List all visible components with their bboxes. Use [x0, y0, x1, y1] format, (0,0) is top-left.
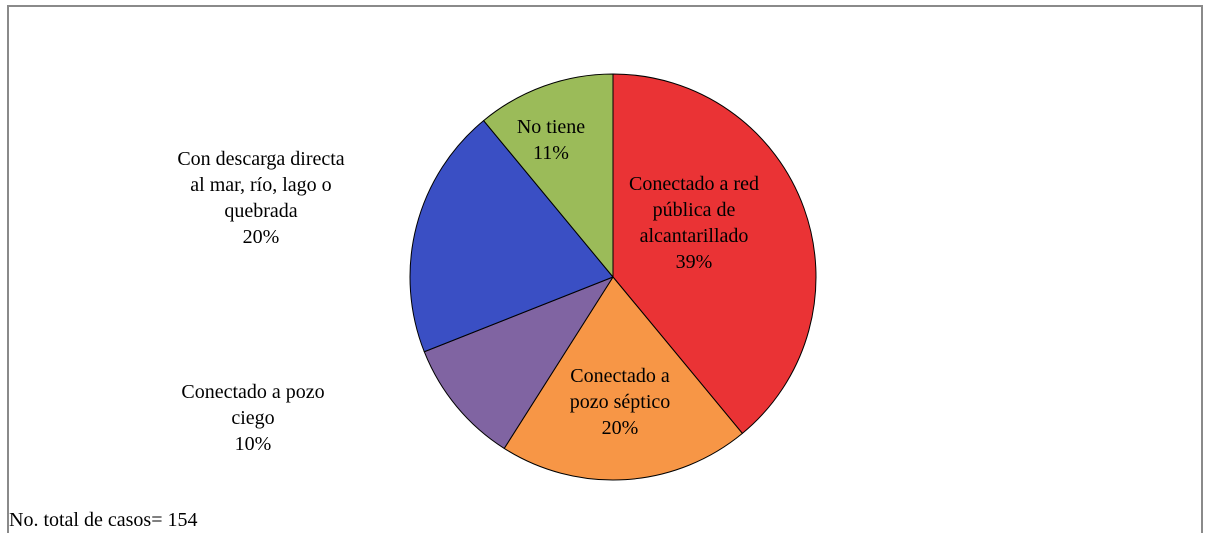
- slice-percent-3: 20%: [243, 226, 280, 248]
- slice-label-1: Conectado a pozo séptico 20%: [570, 365, 671, 439]
- slice-label-line-1-0: Conectado a: [570, 365, 670, 387]
- slice-percent-1: 20%: [602, 417, 639, 439]
- total-cases-note: No. total de casos= 154: [9, 509, 198, 531]
- slice-label-line-0-2: alcantarillado: [640, 225, 749, 247]
- slice-label-4: No tiene 11%: [517, 116, 585, 164]
- pie-labels: Conectado a red pública de alcantarillado 3…: [177, 116, 759, 455]
- slice-label-line-1-1: pozo séptico: [570, 391, 671, 413]
- slice-label-line-3-2: quebrada: [224, 200, 297, 222]
- slice-label-line-2-0: Conectado a pozo: [181, 381, 324, 403]
- slice-label-0: Conectado a red pública de alcantarillado 3…: [629, 173, 759, 273]
- slice-label-line-4-0: No tiene: [517, 116, 585, 138]
- slice-percent-0: 39%: [676, 251, 713, 273]
- slice-percent-2: 10%: [235, 433, 272, 455]
- chart-frame: [7, 5, 1203, 533]
- pie-slice-3: [409, 120, 614, 353]
- pie-slices: [409, 73, 817, 481]
- slice-label-line-0-1: pública de: [653, 199, 736, 221]
- pie-slice-1: [503, 276, 743, 481]
- slice-label-line-3-1: al mar, río, lago o: [190, 174, 331, 196]
- pie-slice-4: [483, 73, 614, 278]
- slice-label-line-3-0: Con descarga directa: [177, 148, 344, 170]
- slice-label-3: Con descarga directa al mar, río, lago o q…: [177, 148, 344, 248]
- slice-percent-4: 11%: [533, 142, 569, 164]
- slice-label-line-2-1: ciego: [231, 407, 274, 429]
- pie-slice-0: [612, 73, 817, 434]
- slice-label-line-0-0: Conectado a red: [629, 173, 759, 195]
- pie-slice-2: [423, 276, 614, 449]
- slice-label-2: Conectado a pozo ciego 10%: [181, 381, 324, 455]
